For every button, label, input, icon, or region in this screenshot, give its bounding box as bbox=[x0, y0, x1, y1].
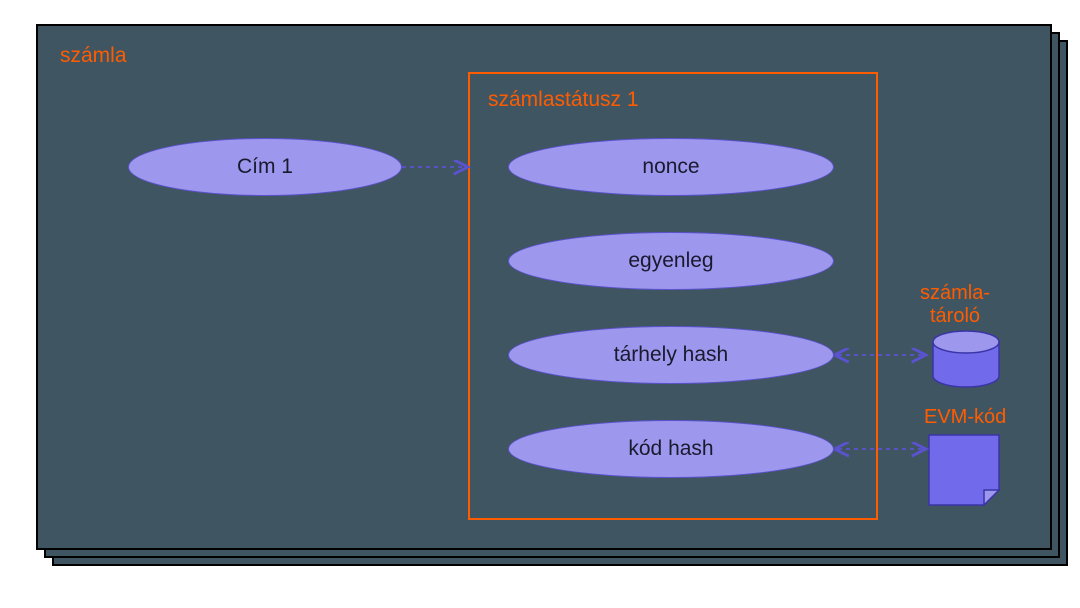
ellipse-balance: egyenleg bbox=[508, 232, 834, 290]
ellipse-code: kód hash bbox=[508, 420, 834, 478]
outer-label: számla bbox=[60, 44, 1028, 68]
cylinder-icon bbox=[932, 330, 1000, 395]
note-icon bbox=[928, 434, 1000, 511]
ellipse-code-text: kód hash bbox=[628, 437, 713, 461]
evm-side-label: EVM-kód bbox=[924, 406, 1006, 429]
ellipse-balance-text: egyenleg bbox=[628, 249, 713, 273]
ellipse-cim: Cím 1 bbox=[128, 138, 402, 196]
ellipse-nonce: nonce bbox=[508, 138, 834, 196]
ellipse-storage: tárhely hash bbox=[508, 326, 834, 384]
inner-label: számlastátusz 1 bbox=[488, 88, 858, 112]
ellipse-nonce-text: nonce bbox=[642, 155, 699, 179]
ellipse-cim-text: Cím 1 bbox=[237, 155, 293, 179]
storage-side-label: számla-tároló bbox=[920, 282, 990, 328]
ellipse-storage-text: tárhely hash bbox=[614, 343, 728, 367]
